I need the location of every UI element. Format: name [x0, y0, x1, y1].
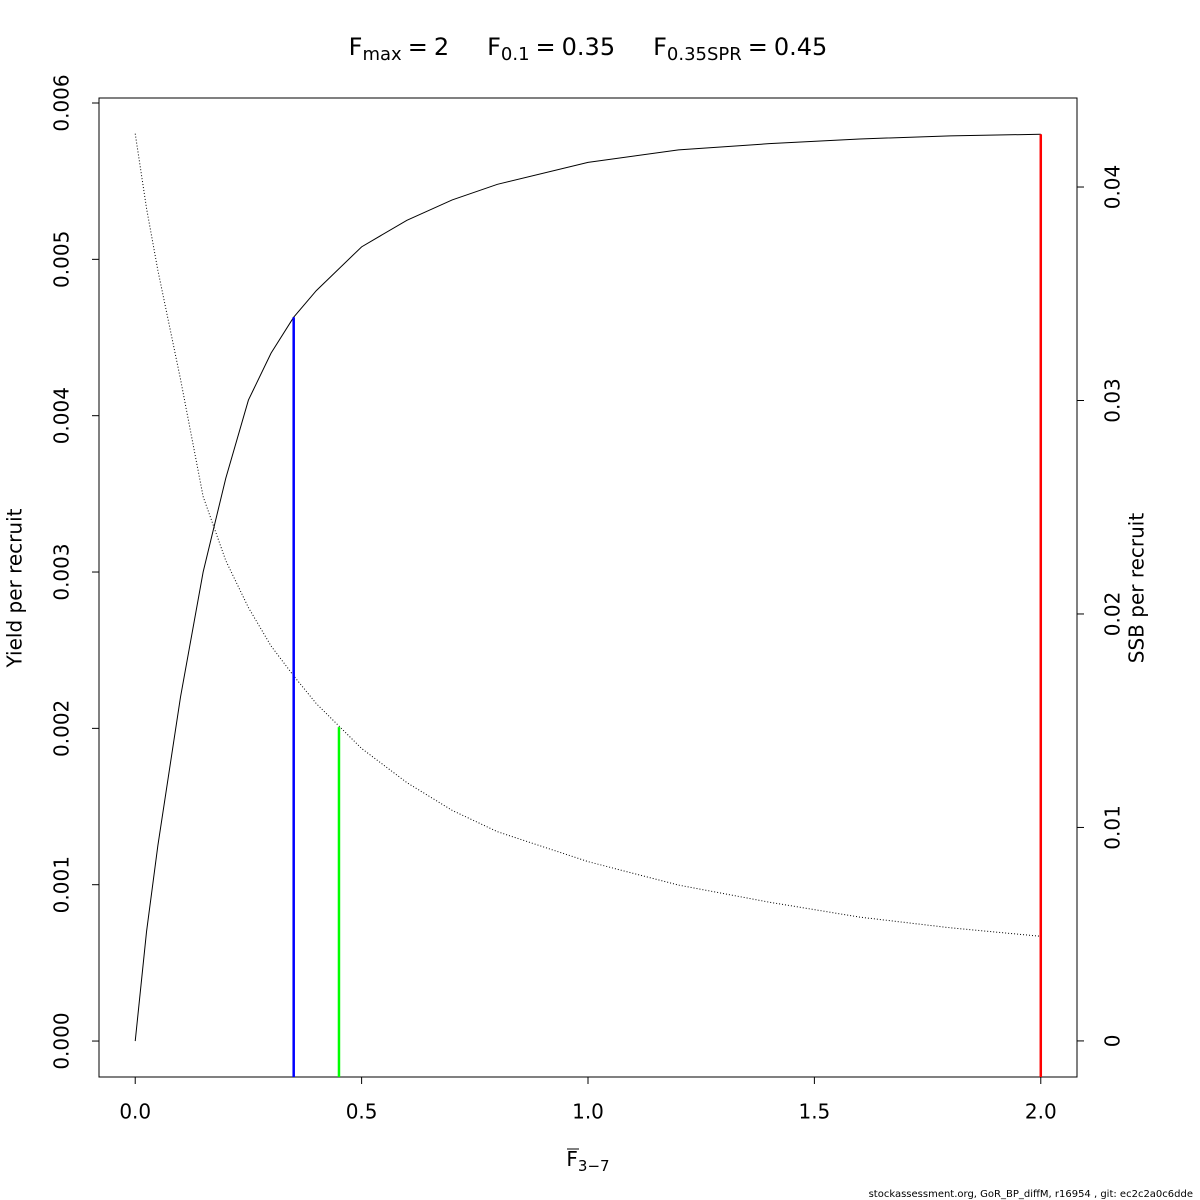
series-line — [134, 133, 1041, 1042]
title-relation: = — [748, 33, 768, 61]
y-tick-label: 0.004 — [50, 387, 74, 444]
y2-tick-label: 0.02 — [1101, 592, 1125, 637]
x-label-symbol: F — [566, 1147, 578, 1171]
y2-tick-label: 0.01 — [1101, 805, 1125, 850]
title-subscript: max — [362, 44, 402, 65]
y-axis-label: Yield per recruit — [3, 508, 27, 668]
plot-frame — [98, 97, 1078, 1078]
title-value: 0.45 — [774, 33, 827, 61]
title-symbol: F — [653, 33, 667, 61]
chart-title: Fmax = 2 F0.1 = 0.35 F0.35SPR = 0.45 — [349, 33, 828, 65]
x-axis-label: F3−7 — [566, 1147, 609, 1175]
y2-tick-label: 0 — [1101, 1035, 1125, 1048]
title-relation: = — [408, 33, 428, 61]
x-tick-label: 1.5 — [798, 1100, 830, 1124]
y-tick-label: 0.001 — [50, 856, 74, 913]
y-tick-label: 0.003 — [50, 543, 74, 600]
x-tick-label: 0.5 — [346, 1100, 378, 1124]
x-tick-label: 1.0 — [572, 1100, 604, 1124]
title-value: 2 — [434, 33, 449, 61]
x-tick-label: 0.0 — [119, 1100, 151, 1124]
y-tick-label: 0.005 — [50, 231, 74, 288]
title-symbol: F — [349, 33, 363, 61]
y-tick-label: 0.002 — [50, 700, 74, 757]
title-subscript: 0.35SPR — [667, 44, 742, 65]
y2-axis-label: SSB per recruit — [1125, 513, 1149, 664]
x-tick-label: 2.0 — [1025, 1100, 1057, 1124]
title-relation: = — [536, 33, 556, 61]
y2-tick-label: 0.04 — [1101, 165, 1125, 210]
y-tick-label: 0.006 — [50, 74, 74, 131]
title-value: 0.35 — [562, 33, 615, 61]
title-subscript: 0.1 — [501, 44, 530, 65]
y2-tick-label: 0.03 — [1101, 378, 1125, 423]
x-label-subscript: 3−7 — [578, 1157, 610, 1175]
y-tick-label: 0.000 — [50, 1012, 74, 1069]
title-symbol: F — [487, 33, 501, 61]
footer: stockassessment.org, GoR_BP_diffM, r1695… — [869, 1189, 1193, 1200]
series-line — [134, 133, 1041, 937]
